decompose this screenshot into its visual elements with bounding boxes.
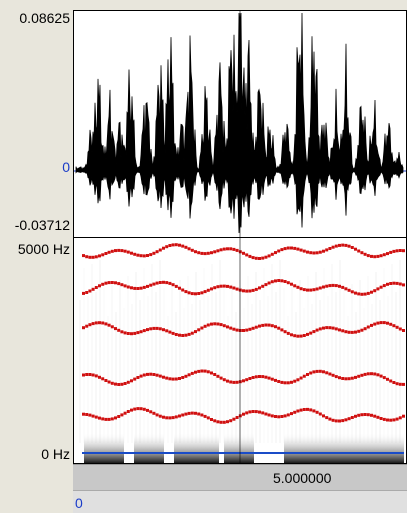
spectrogram-shading — [79, 260, 404, 463]
scroll-position-label: 0 — [75, 495, 83, 511]
waveform-max-label: 0.08625 — [19, 10, 70, 26]
waveform-panel[interactable] — [73, 10, 407, 238]
waveform-trace — [75, 12, 404, 234]
waveform-zero-label: 0 — [62, 159, 70, 175]
time-value: 5.000000 — [273, 470, 332, 486]
spectrogram-bottom-freq-label: 0 Hz — [41, 446, 70, 462]
horizontal-scrollbar[interactable]: 0 — [73, 490, 407, 513]
waveform-plot — [74, 11, 406, 237]
spectrogram-panel[interactable] — [73, 237, 407, 464]
spectrogram-plot — [79, 238, 405, 463]
spectrogram-top-freq-label: 5000 Hz — [17, 241, 70, 257]
waveform-min-label: -0.03712 — [14, 217, 70, 233]
time-bar[interactable]: 5.000000 — [73, 464, 407, 490]
